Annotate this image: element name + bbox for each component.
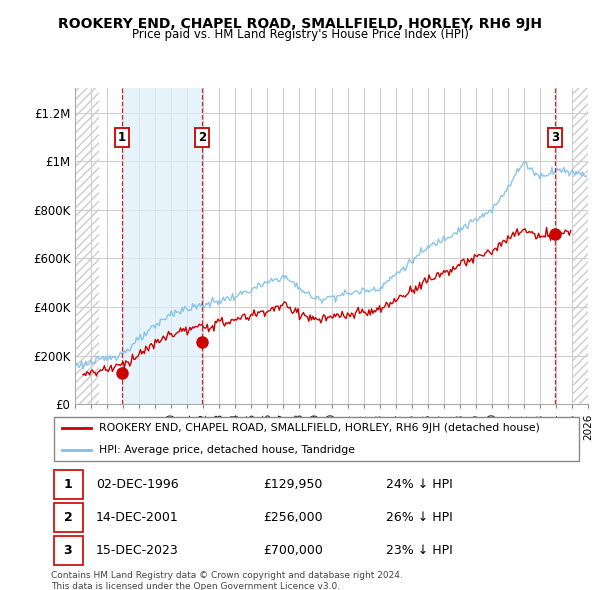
- Bar: [75, 88, 99, 404]
- Text: 02-DEC-1996: 02-DEC-1996: [96, 478, 179, 491]
- Text: 1: 1: [64, 478, 73, 491]
- Text: 23% ↓ HPI: 23% ↓ HPI: [386, 544, 452, 558]
- Text: 3: 3: [64, 544, 73, 558]
- Text: HPI: Average price, detached house, Tandridge: HPI: Average price, detached house, Tand…: [99, 445, 355, 455]
- Text: 2: 2: [199, 130, 206, 143]
- FancyBboxPatch shape: [53, 503, 83, 532]
- Text: ROOKERY END, CHAPEL ROAD, SMALLFIELD, HORLEY, RH6 9JH (detached house): ROOKERY END, CHAPEL ROAD, SMALLFIELD, HO…: [99, 423, 539, 433]
- Text: £129,950: £129,950: [263, 478, 323, 491]
- Text: 15-DEC-2023: 15-DEC-2023: [96, 544, 179, 558]
- Text: 26% ↓ HPI: 26% ↓ HPI: [386, 511, 452, 525]
- Text: 1: 1: [118, 130, 126, 143]
- Text: 2: 2: [64, 511, 73, 525]
- Text: 14-DEC-2001: 14-DEC-2001: [96, 511, 179, 525]
- Text: 24% ↓ HPI: 24% ↓ HPI: [386, 478, 452, 491]
- FancyBboxPatch shape: [53, 417, 580, 461]
- FancyBboxPatch shape: [53, 470, 83, 499]
- Text: Price paid vs. HM Land Registry's House Price Index (HPI): Price paid vs. HM Land Registry's House …: [131, 28, 469, 41]
- Bar: [572, 88, 588, 404]
- Text: ROOKERY END, CHAPEL ROAD, SMALLFIELD, HORLEY, RH6 9JH: ROOKERY END, CHAPEL ROAD, SMALLFIELD, HO…: [58, 17, 542, 31]
- Text: £700,000: £700,000: [263, 544, 323, 558]
- Text: £256,000: £256,000: [263, 511, 323, 525]
- Text: 3: 3: [551, 130, 559, 143]
- Bar: [122, 88, 202, 404]
- FancyBboxPatch shape: [53, 536, 83, 565]
- Bar: [75, 88, 99, 404]
- Text: Contains HM Land Registry data © Crown copyright and database right 2024.
This d: Contains HM Land Registry data © Crown c…: [51, 571, 403, 590]
